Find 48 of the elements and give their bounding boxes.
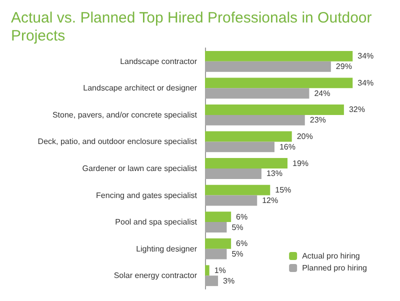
data-label: 24% [314, 88, 330, 98]
bar [205, 131, 292, 142]
data-label: 5% [232, 222, 244, 232]
data-label: 23% [310, 116, 326, 125]
bar [205, 61, 331, 72]
data-label: 34% [358, 52, 374, 61]
y-tick-label: Pool and spa specialist [115, 218, 198, 227]
data-label: 15% [275, 186, 292, 195]
chart-title: Actual vs. Planned Top Hired Professionals in Outdoor Projects [11, 10, 376, 44]
y-tick-label: Deck, patio, and outdoor enclosure specialist [38, 137, 198, 146]
y-tick-label: Landscape contractor [120, 56, 198, 66]
data-label: 29% [336, 62, 352, 72]
data-label: 12% [262, 196, 278, 205]
data-label: 3% [223, 276, 235, 286]
bar [205, 168, 262, 179]
legend-label: Planned pro hiring [302, 264, 368, 272]
data-label: 16% [279, 142, 296, 152]
bar [205, 78, 353, 88]
y-tick-label: Fencing and gates specialist [96, 190, 198, 200]
data-label: 19% [292, 158, 309, 168]
y-tick-label: Solar energy contractor [114, 271, 198, 280]
bar [205, 50, 353, 62]
data-label: 13% [266, 169, 282, 178]
bar [205, 114, 305, 126]
y-tick-label: Stone, pavers, and/or concrete specialist [52, 110, 198, 120]
data-label: 32% [348, 105, 365, 114]
data-label: 1% [214, 266, 226, 275]
y-tick-label: Lighting designer [136, 244, 198, 254]
bar [205, 158, 288, 168]
bar [205, 265, 210, 276]
data-label: 6% [236, 239, 248, 248]
bar [205, 142, 274, 152]
data-label: 6% [236, 212, 248, 222]
bar [205, 104, 344, 115]
data-label: 20% [296, 132, 313, 141]
bar [205, 238, 232, 249]
bar [205, 88, 310, 99]
bar [205, 276, 218, 286]
y-tick-label: Landscape architect or designer [83, 84, 198, 93]
data-label: 34% [358, 78, 374, 88]
bar [205, 212, 232, 222]
data-label: 5% [232, 250, 244, 259]
bar [205, 222, 227, 232]
bar [205, 195, 258, 206]
bar [205, 184, 270, 196]
y-tick-label: Gardener or lawn care specialist [82, 164, 198, 173]
legend-label: Actual pro hiring [302, 252, 360, 260]
bar [205, 248, 227, 260]
